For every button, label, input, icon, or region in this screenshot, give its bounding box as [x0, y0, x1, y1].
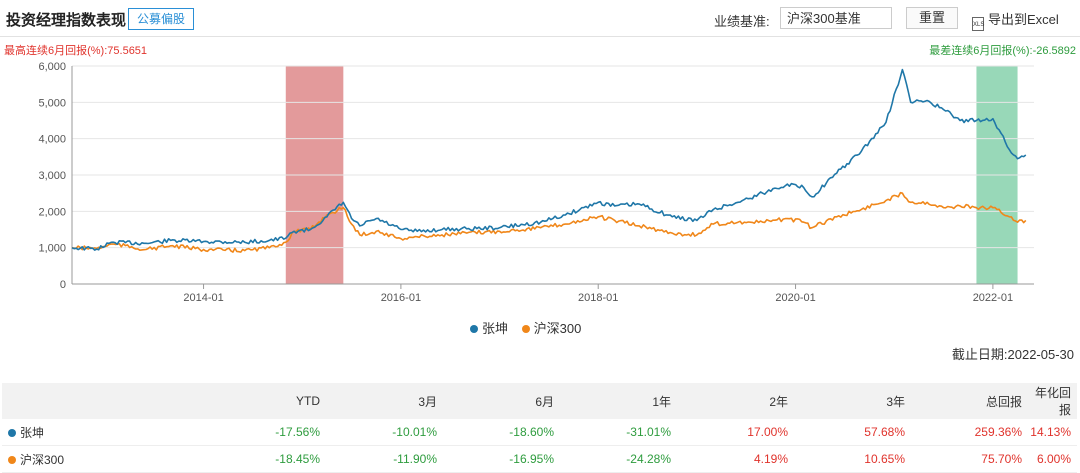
table-header-annual: 年化回报 [1028, 383, 1077, 419]
x-tick-label: 2022-01 [973, 292, 1013, 301]
row-name: 张坤 [20, 425, 45, 440]
worst-6m-label: 最差连续6月回报(%): [929, 45, 1033, 57]
y-tick-label: 3,000 [38, 170, 66, 182]
y-tick-label: 0 [60, 279, 66, 291]
cell-annual: 6.00% [1028, 445, 1077, 473]
x-tick-label: 2018-01 [578, 292, 618, 301]
table-header-2y: 2年 [677, 383, 794, 419]
cell-6m: -18.60% [443, 419, 560, 446]
excel-icon: XLS [972, 17, 984, 31]
cell-1y: -24.28% [560, 445, 677, 473]
cutoff-value: 2022-05-30 [1007, 347, 1075, 362]
row-name-cell: 张坤 [2, 419, 209, 446]
performance-table: YTD 3月 6月 1年 2年 3年 总回报 年化回报 张坤 -17.56% -… [2, 383, 1077, 473]
export-label: 导出到Excel [988, 12, 1059, 27]
table-header-total: 总回报 [911, 383, 1028, 419]
table-header-name [2, 383, 209, 419]
cell-total: 75.70% [911, 445, 1028, 473]
cell-total: 259.36% [911, 419, 1028, 446]
row-name-cell: 沪深300 [2, 445, 209, 473]
benchmark-input[interactable]: 沪深300基准 [780, 7, 892, 29]
x-tick-label: 2020-01 [775, 292, 815, 301]
series-line-index [71, 191, 1027, 253]
cell-3m: -11.90% [326, 445, 443, 473]
cell-2y: 17.00% [677, 419, 794, 446]
cell-6m: -16.95% [443, 445, 560, 473]
table-header-ytd: YTD [209, 383, 326, 419]
page-title: 投资经理指数表现 [6, 12, 127, 29]
cell-3m: -10.01% [326, 419, 443, 446]
divider [0, 36, 1080, 37]
x-tick-label: 2016-01 [381, 292, 421, 301]
table-header-3m: 3月 [326, 383, 443, 419]
manager-dot-icon [470, 325, 478, 333]
table-row: 沪深300 -18.45% -11.90% -16.95% -24.28% 4.… [2, 445, 1077, 473]
row-name: 沪深300 [20, 452, 65, 467]
chart-legend: 张坤 沪深300 [470, 318, 591, 337]
legend-item-index[interactable]: 沪深300 [521, 321, 582, 336]
cell-1y: -31.01% [560, 419, 677, 446]
index-dot-icon [8, 455, 16, 464]
table-header-row: YTD 3月 6月 1年 2年 3年 总回报 年化回报 [2, 383, 1077, 419]
y-tick-label: 6,000 [38, 61, 66, 73]
cutoff-date: 截止日期:2022-05-30 [952, 344, 1074, 363]
y-tick-label: 1,000 [38, 243, 66, 255]
manager-dot-icon [8, 428, 16, 437]
table-header-1y: 1年 [560, 383, 677, 419]
legend-label-manager: 张坤 [482, 321, 509, 336]
reset-button[interactable]: 重置 [906, 7, 958, 29]
index-dot-icon [521, 325, 530, 333]
worst-6m-value: -26.5892 [1032, 45, 1076, 57]
cell-ytd: -18.45% [209, 445, 326, 473]
benchmark-label: 业绩基准: [714, 14, 770, 29]
export-excel-button[interactable]: XLS 导出到Excel [972, 9, 1059, 31]
toolbar: 投资经理指数表现 公募偏股 业绩基准: 沪深300基准 重置 XLS 导出到Exc… [0, 0, 1080, 36]
category-badge[interactable]: 公募偏股 [128, 8, 195, 30]
cell-3y: 10.65% [794, 445, 911, 473]
x-tick-label: 2014-01 [183, 292, 223, 301]
best-6m-value: 75.5651 [107, 45, 148, 57]
cell-ytd: -17.56% [209, 419, 326, 446]
legend-label-index: 沪深300 [533, 321, 582, 336]
best-6m-label: 最高连续6月回报(%): [4, 45, 108, 57]
y-tick-label: 5,000 [38, 97, 66, 109]
cell-annual: 14.13% [1028, 419, 1077, 446]
table-row: 张坤 -17.56% -10.01% -18.60% -31.01% 17.00… [2, 419, 1077, 446]
table-header-6m: 6月 [443, 383, 560, 419]
y-tick-label: 2,000 [38, 206, 66, 218]
y-tick-label: 4,000 [38, 134, 66, 146]
performance-chart[interactable]: 0 1,000 2,000 3,000 4,000 5,000 6,000 2014-01 20… [0, 56, 1080, 301]
legend-item-manager[interactable]: 张坤 [470, 321, 508, 336]
table-header-3y: 3年 [794, 383, 911, 419]
cell-3y: 57.68% [794, 419, 911, 446]
best-6m-return: 最高连续6月回报(%):75.5651 [4, 42, 147, 58]
worst-6m-return: 最差连续6月回报(%):-26.5892 [929, 42, 1076, 58]
series-line-manager [71, 68, 1027, 251]
cell-2y: 4.19% [677, 445, 794, 473]
cutoff-label: 截止日期: [951, 347, 1008, 362]
